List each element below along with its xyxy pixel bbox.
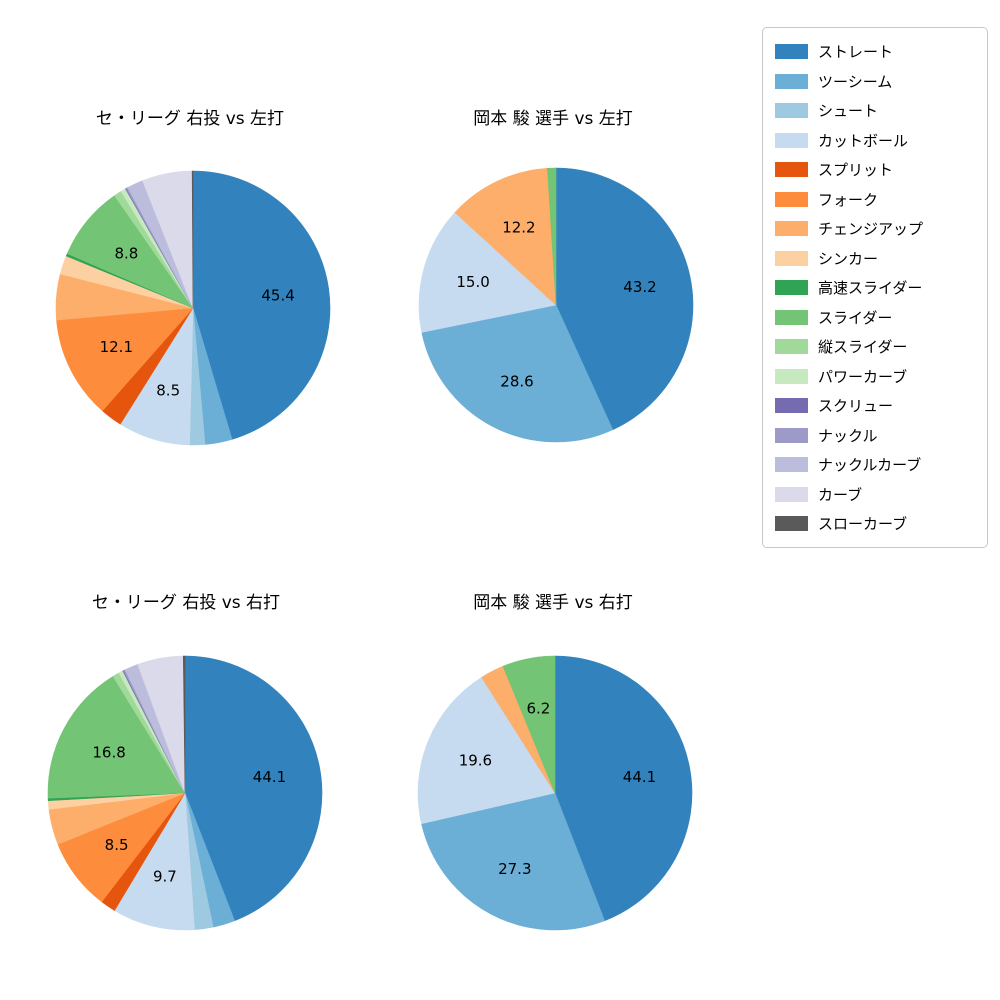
pie-slice-label: 44.1 <box>623 768 656 786</box>
legend-label: ストレート <box>818 43 894 61</box>
legend-swatch <box>775 103 808 118</box>
legend-item: シュート <box>775 96 975 125</box>
legend-label: カットボール <box>818 131 909 150</box>
pie-slice-label: 12.1 <box>100 338 133 356</box>
legend-swatch <box>775 368 808 384</box>
pie-slice <box>547 167 557 306</box>
legend-item: ストレート <box>775 37 975 66</box>
pie-chart-player-vs-left: 43.2 28.6 15.0 12.2 <box>411 160 701 450</box>
pie-slice <box>555 167 694 431</box>
legend-swatch <box>775 457 808 472</box>
legend: ストレート ツーシーム シュート カットボール スプリット フォーク チェンジア… <box>762 27 988 548</box>
pie-slice-label: 44.1 <box>253 768 286 786</box>
pie-slice <box>554 655 693 922</box>
pie-slice-label: 16.8 <box>92 744 125 762</box>
pie-slice-label: 43.2 <box>623 278 656 296</box>
chart-title-league-vs-left: セ・リーグ 右投 vs 左打 <box>95 109 285 129</box>
legend-item: 高速スライダー <box>775 273 975 302</box>
legend-label: スローカーブ <box>818 515 908 533</box>
pie-slice <box>421 792 606 931</box>
pie-slice-label: 15.0 <box>456 273 489 291</box>
pie-slice <box>47 675 186 799</box>
legend-swatch <box>775 516 808 531</box>
pie-slice-label: 45.4 <box>261 287 294 305</box>
pie-slice <box>182 655 186 794</box>
pie-svg: 44.1 9.7 8.5 16.8 <box>47 655 323 931</box>
legend-swatch <box>775 280 808 295</box>
pie-svg: 44.1 27.3 19.6 6.2 <box>417 655 693 931</box>
legend-item: スローカーブ <box>775 509 975 538</box>
legend-label: シュート <box>818 102 879 120</box>
legend-item: シンカー <box>775 244 975 273</box>
pie-chart-league-vs-left: 45.4 8.5 12.1 8.8 <box>48 163 338 453</box>
legend-item: フォーク <box>775 185 975 214</box>
pie-slice-label: 8.8 <box>114 245 138 263</box>
legend-item: ツーシーム <box>775 67 975 96</box>
legend-item: スライダー <box>775 303 975 332</box>
legend-label: スプリット <box>818 161 894 179</box>
legend-swatch <box>775 309 808 325</box>
legend-label: ナックル <box>818 426 878 445</box>
legend-item: カーブ <box>775 480 975 509</box>
pie-slice <box>454 167 557 306</box>
legend-label: ナックルカーブ <box>818 456 922 474</box>
legend-swatch <box>775 191 808 207</box>
legend-item: スプリット <box>775 155 975 184</box>
legend-label: スクリュー <box>818 397 894 415</box>
pie-chart-league-vs-right: 44.1 9.7 8.5 16.8 <box>40 648 330 938</box>
pie-slice <box>184 655 323 922</box>
legend-item: ナックル <box>775 421 975 450</box>
pie-slice <box>421 304 614 443</box>
legend-label: スライダー <box>818 308 893 327</box>
legend-item: チェンジアップ <box>775 214 975 243</box>
legend-swatch <box>775 221 808 236</box>
legend-label: カーブ <box>818 485 863 504</box>
legend-swatch <box>775 162 808 177</box>
legend-swatch <box>775 44 808 59</box>
legend-swatch <box>775 250 808 266</box>
chart-title-player-vs-left: 岡本 駿 選手 vs 左打 <box>473 109 633 129</box>
pie-slice <box>56 307 194 412</box>
pie-slice-label: 12.2 <box>502 218 535 236</box>
pie-slice-label: 8.5 <box>156 381 180 399</box>
pie-slice-label: 8.5 <box>105 836 129 854</box>
legend-swatch <box>775 486 808 502</box>
legend-label: フォーク <box>818 190 879 209</box>
legend-item: パワーカーブ <box>775 362 975 391</box>
legend-item: カットボール <box>775 126 975 155</box>
legend-swatch <box>775 398 808 413</box>
legend-item: スクリュー <box>775 391 975 420</box>
legend-swatch <box>775 427 808 443</box>
legend-label: パワーカーブ <box>818 367 908 386</box>
pie-slice <box>191 170 194 309</box>
legend-label: ツーシーム <box>818 72 893 91</box>
legend-swatch <box>775 339 808 354</box>
pie-slice-label: 6.2 <box>526 700 550 718</box>
pie-svg: 43.2 28.6 15.0 12.2 <box>418 167 694 443</box>
pie-slice <box>192 170 331 440</box>
pie-slice <box>502 655 556 794</box>
pie-slice <box>114 792 195 931</box>
legend-item: ナックルカーブ <box>775 450 975 479</box>
pie-slice-label: 28.6 <box>500 373 533 391</box>
legend-label: シンカー <box>818 249 879 268</box>
legend-swatch <box>775 132 808 148</box>
pie-slice-label: 9.7 <box>153 868 177 886</box>
legend-item: 縦スライダー <box>775 332 975 361</box>
legend-label: 高速スライダー <box>818 279 923 297</box>
pie-slice-label: 27.3 <box>498 860 531 878</box>
pie-slice <box>418 212 557 333</box>
chart-title-player-vs-right: 岡本 駿 選手 vs 右打 <box>473 593 633 613</box>
pie-svg: 45.4 8.5 12.1 8.8 <box>55 170 331 446</box>
pie-chart-player-vs-right: 44.1 27.3 19.6 6.2 <box>410 648 700 938</box>
legend-label: 縦スライダー <box>818 338 908 356</box>
pie-slice-label: 19.6 <box>459 751 492 769</box>
pie-slice <box>417 676 556 825</box>
chart-title-league-vs-right: セ・リーグ 右投 vs 右打 <box>91 593 281 613</box>
legend-label: チェンジアップ <box>818 220 924 238</box>
legend-swatch <box>775 73 808 89</box>
